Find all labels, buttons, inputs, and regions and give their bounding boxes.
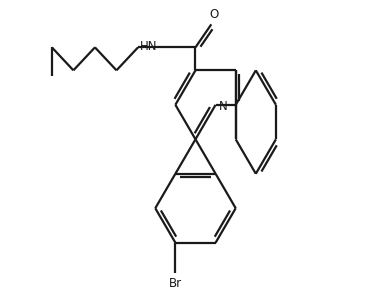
- Text: HN: HN: [140, 40, 157, 53]
- Text: O: O: [209, 8, 219, 21]
- Text: N: N: [219, 100, 228, 113]
- Text: Br: Br: [169, 277, 182, 290]
